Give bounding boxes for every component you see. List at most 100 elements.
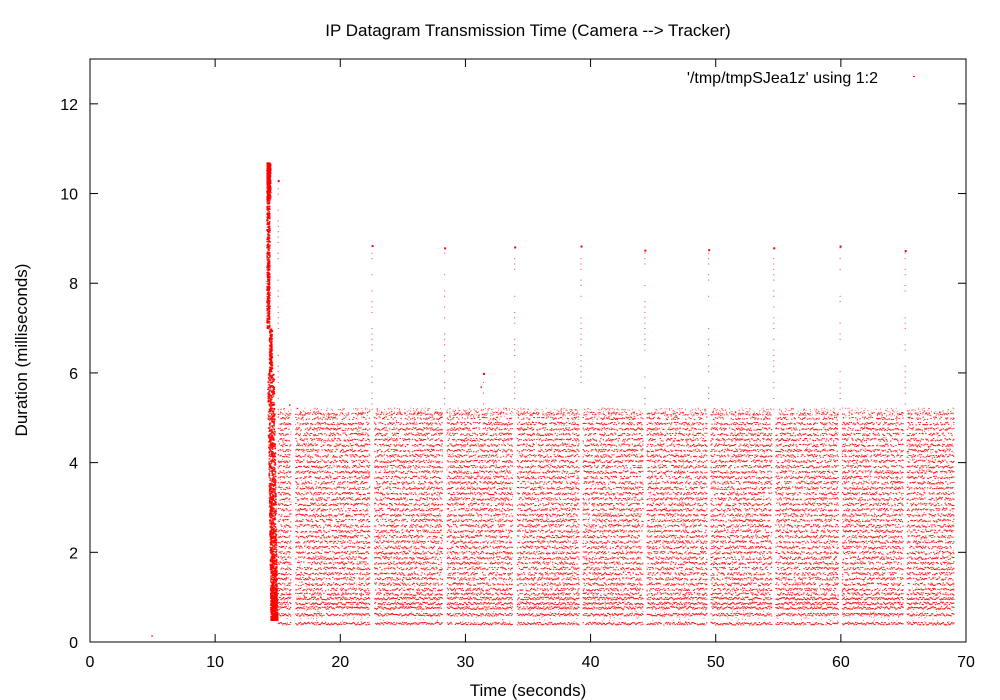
data-point bbox=[593, 606, 595, 608]
data-point bbox=[665, 622, 668, 624]
data-point bbox=[573, 623, 576, 625]
data-point bbox=[468, 601, 471, 603]
data-point bbox=[895, 608, 897, 610]
data-point bbox=[321, 606, 323, 608]
data-point bbox=[578, 593, 580, 595]
data-point bbox=[414, 596, 416, 598]
data-point bbox=[609, 623, 612, 625]
data-point bbox=[758, 607, 761, 609]
data-point bbox=[553, 597, 556, 599]
data-point bbox=[545, 614, 548, 616]
data-point bbox=[336, 603, 338, 605]
data-point bbox=[413, 602, 415, 604]
data-point bbox=[431, 614, 433, 616]
data-point bbox=[546, 602, 549, 604]
data-point bbox=[633, 598, 635, 600]
data-point bbox=[487, 598, 489, 600]
data-point bbox=[572, 615, 574, 617]
data-point bbox=[651, 597, 654, 599]
data-point bbox=[604, 614, 606, 616]
data-point bbox=[314, 613, 316, 615]
data-point bbox=[450, 584, 452, 586]
data-point bbox=[732, 624, 734, 626]
data-point bbox=[888, 622, 890, 624]
data-point bbox=[596, 594, 598, 596]
data-point bbox=[745, 593, 747, 595]
data-point bbox=[802, 583, 804, 585]
data-point bbox=[657, 583, 660, 585]
data-point bbox=[744, 607, 747, 609]
data-point bbox=[491, 615, 493, 617]
data-point bbox=[357, 613, 359, 615]
data-point bbox=[487, 624, 490, 626]
data-point bbox=[476, 607, 478, 609]
data-point bbox=[507, 589, 509, 591]
data-point bbox=[374, 602, 376, 604]
data-point bbox=[854, 593, 857, 595]
data-point bbox=[328, 598, 330, 600]
data-point bbox=[945, 597, 947, 599]
data-point bbox=[723, 607, 725, 609]
data-point bbox=[360, 603, 363, 605]
data-point bbox=[854, 602, 856, 604]
data-point bbox=[752, 602, 754, 604]
data-point bbox=[949, 602, 952, 604]
data-point bbox=[657, 599, 660, 601]
data-point bbox=[289, 596, 292, 598]
data-point bbox=[635, 613, 637, 615]
data-point bbox=[910, 603, 912, 605]
data-point bbox=[344, 606, 346, 608]
data-point bbox=[739, 623, 741, 625]
data-point bbox=[582, 622, 584, 624]
data-point bbox=[874, 593, 876, 595]
data-point bbox=[862, 613, 864, 615]
data-point bbox=[568, 613, 570, 615]
data-point bbox=[656, 604, 658, 606]
data-point bbox=[941, 584, 944, 586]
data-point bbox=[304, 614, 307, 616]
data-point bbox=[367, 597, 370, 599]
data-point bbox=[681, 604, 683, 606]
data-point bbox=[606, 603, 608, 605]
data-point bbox=[308, 608, 310, 610]
data-point bbox=[590, 607, 592, 609]
data-point bbox=[361, 601, 364, 603]
data-point bbox=[394, 598, 396, 600]
data-point bbox=[925, 622, 927, 624]
data-point bbox=[696, 599, 698, 601]
data-point bbox=[827, 604, 830, 606]
data-point bbox=[648, 593, 650, 595]
data-point bbox=[619, 602, 621, 604]
data-point bbox=[508, 606, 511, 608]
data-point bbox=[863, 604, 866, 606]
data-point bbox=[897, 597, 900, 599]
data-point bbox=[683, 597, 685, 599]
data-point bbox=[803, 608, 805, 610]
data-point bbox=[870, 608, 873, 610]
data-point bbox=[749, 603, 752, 605]
data-point bbox=[658, 622, 661, 624]
data-point bbox=[469, 589, 471, 591]
data-point bbox=[892, 615, 895, 617]
data-point bbox=[920, 588, 923, 590]
data-point bbox=[302, 603, 304, 605]
data-point bbox=[797, 623, 799, 625]
data-point bbox=[878, 597, 881, 599]
data-point bbox=[419, 603, 422, 605]
data-point bbox=[584, 603, 586, 605]
data-point bbox=[311, 596, 313, 598]
data-point bbox=[446, 606, 449, 608]
data-point bbox=[365, 598, 367, 600]
data-point bbox=[482, 621, 485, 623]
data-point bbox=[436, 607, 438, 609]
data-point bbox=[689, 615, 691, 617]
data-point bbox=[406, 593, 408, 595]
data-point bbox=[846, 584, 848, 586]
data-point bbox=[521, 592, 523, 594]
data-point bbox=[334, 597, 337, 599]
data-point bbox=[563, 592, 565, 594]
data-point bbox=[863, 606, 866, 608]
data-point bbox=[830, 597, 832, 599]
data-point bbox=[624, 603, 627, 605]
data-point bbox=[878, 593, 881, 595]
